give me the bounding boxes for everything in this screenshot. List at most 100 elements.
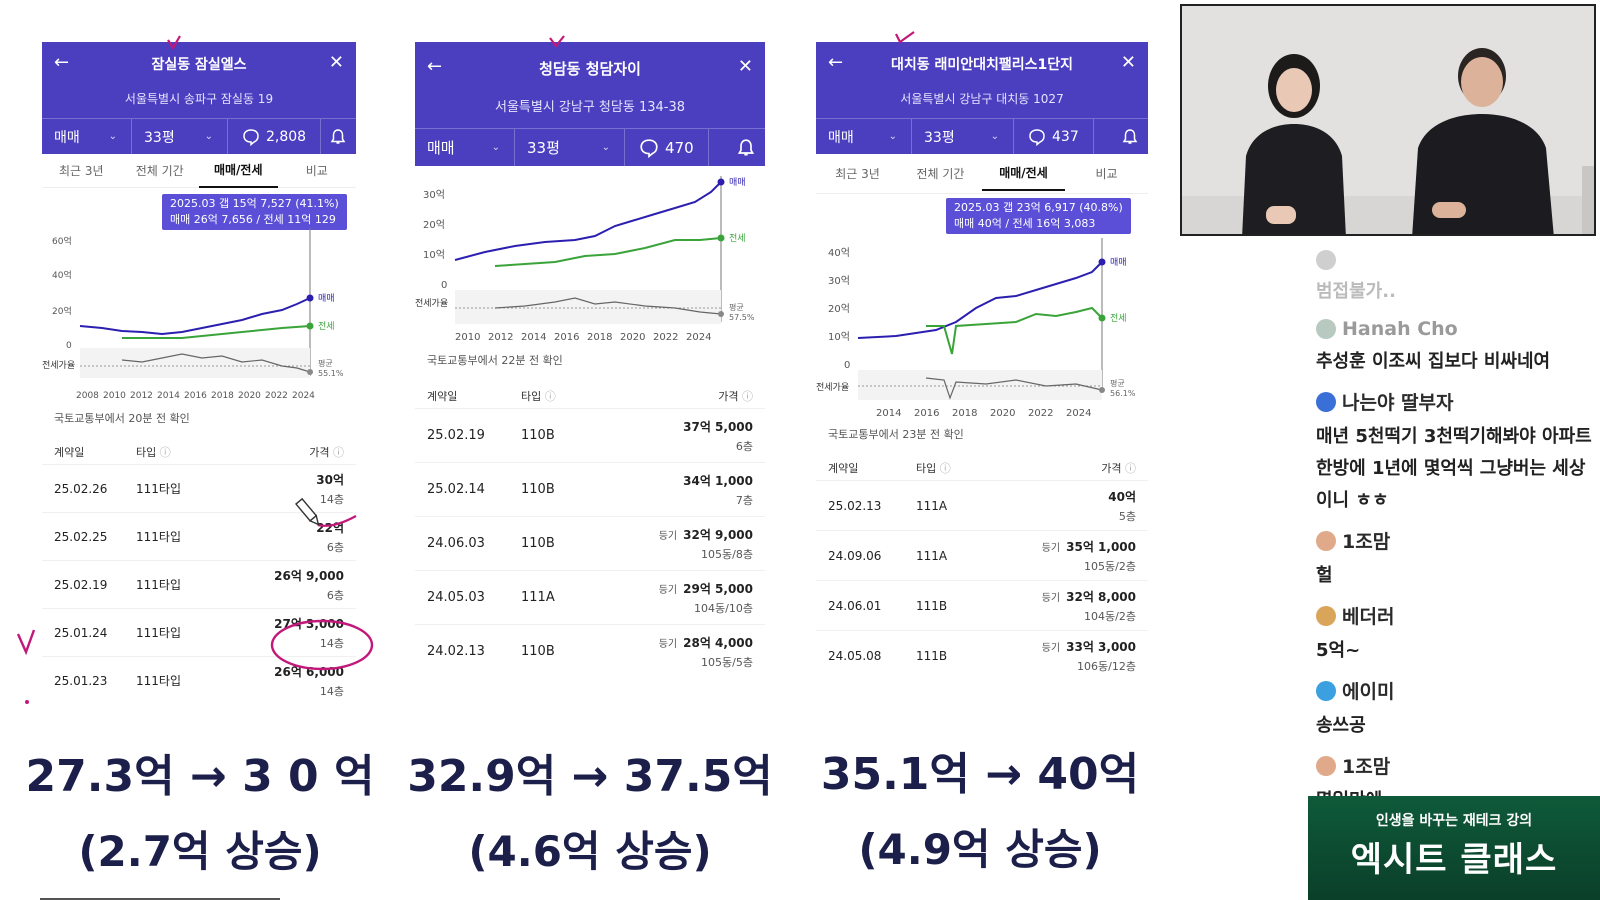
row-price-cell: 30억 14층 — [226, 471, 344, 507]
col-date: 계약일 — [427, 390, 458, 403]
back-arrow-icon[interactable]: ← — [54, 52, 70, 73]
row-price: 등기 32억 9,000 — [611, 526, 753, 543]
close-icon[interactable]: ✕ — [328, 52, 344, 73]
tab-all-period[interactable]: 전체 기간 — [135, 164, 184, 178]
comments-button[interactable]: 470 — [625, 129, 709, 166]
live-chat: 범접불가.. Hanah Cho 추성훈 이조씨 집보다 비싸네여 나는야 딸부… — [1316, 250, 1600, 817]
x-axis: 2010 2012 2014 2016 2018 2020 2022 2024 — [455, 332, 711, 343]
table-row[interactable]: 25.01.23 111타입 26억 6,000 14층 — [42, 656, 356, 704]
jeonse-series-label: 전세 — [1110, 313, 1127, 324]
banner-title: 엑시트 클래스 — [1350, 840, 1558, 880]
bell-icon[interactable] — [1122, 128, 1138, 146]
tab-compare[interactable]: 비교 — [305, 164, 328, 178]
bell-icon[interactable] — [737, 138, 755, 158]
row-floor: 105동/5층 — [701, 655, 753, 669]
chat-author-name: 나는야 딸부자 — [1342, 392, 1454, 414]
x-axis: 2008 2010 2012 2014 2016 2018 2020 2022 … — [76, 391, 315, 401]
back-arrow-icon[interactable]: ← — [828, 52, 844, 73]
avatar — [1316, 391, 1336, 412]
tab-all-period[interactable]: 전체 기간 — [916, 167, 965, 181]
help-icon[interactable]: ⓘ — [333, 446, 344, 459]
ratio-band — [455, 290, 721, 324]
row-type: 111B — [916, 648, 948, 663]
table-row[interactable]: 25.01.24 111타입 27억 3,000 14층 — [42, 608, 356, 656]
avg-label: 평균 — [318, 358, 333, 368]
panel-header: ← 청담동 청담자이 ✕ 서울특별시 강남구 청담동 134-38 매매 ⌄ 33… — [415, 42, 765, 166]
ratio-label: 전세가율 — [816, 382, 849, 393]
close-icon[interactable]: ✕ — [1120, 52, 1136, 73]
sale-series-label: 매매 — [1110, 257, 1127, 268]
help-icon[interactable]: ⓘ — [159, 446, 171, 459]
chat-author: Hanah Cho — [1316, 318, 1600, 340]
row-price: 등기 35억 1,000 — [1006, 538, 1136, 555]
row-floor: 104동/2층 — [1084, 609, 1136, 623]
row-date: 24.06.01 — [828, 598, 882, 613]
chevron-down-icon: ⌄ — [491, 142, 500, 153]
help-icon[interactable]: ⓘ — [939, 462, 951, 475]
row-price: 22억 — [316, 520, 344, 535]
x-tick: 2020 — [620, 332, 645, 343]
bell-icon[interactable] — [330, 128, 346, 146]
summary-rise-2: (4.6억 상승) — [468, 827, 712, 876]
ratio-series-line — [121, 353, 311, 373]
table-row[interactable]: 24.02.13 110B 등기 28억 4,000 105동/5층 — [415, 624, 765, 678]
table-row[interactable]: 25.02.26 111타입 30억 14층 — [42, 464, 356, 512]
tab-sale-jeonse[interactable]: 매매/전세 — [982, 156, 1065, 191]
row-date: 25.02.19 — [54, 577, 108, 592]
jeonse-series-line — [122, 325, 311, 339]
deal-type-value: 매매 — [427, 139, 455, 157]
row-type: 110B — [521, 482, 555, 497]
tab-recent-3y[interactable]: 최근 3년 — [58, 164, 104, 178]
deal-type-dropdown[interactable]: 매매 ⌄ — [816, 119, 912, 154]
filter-bar: 매매 ⌄ 33평 ⌄ 437 — [816, 118, 1148, 154]
table-row[interactable]: 25.02.13 111A 40억 5층 — [816, 480, 1148, 530]
x-tick: 2018 — [211, 391, 234, 401]
row-type: 110B — [521, 644, 555, 659]
sale-end-dot — [717, 178, 725, 186]
tab-recent-3y[interactable]: 최근 3년 — [835, 167, 880, 181]
jeonse-end-dot — [1098, 314, 1106, 322]
deal-type-dropdown[interactable]: 매매 ⌄ — [42, 119, 132, 154]
sale-series-label: 매매 — [318, 293, 335, 304]
avg-value: 55.1% — [318, 369, 344, 378]
help-icon[interactable]: ⓘ — [742, 390, 753, 403]
row-price-cell: 26억 9,000 6층 — [226, 567, 344, 603]
table-row[interactable]: 25.02.25 111타입 22억 6층 — [42, 512, 356, 560]
comments-button[interactable]: 2,808 — [228, 119, 322, 154]
row-date: 25.02.13 — [828, 498, 882, 513]
deal-type-dropdown[interactable]: 매매 ⌄ — [415, 129, 515, 166]
y-tick: 30억 — [828, 275, 850, 287]
table-row[interactable]: 24.05.03 111A 등기 29억 5,000 104동/10층 — [415, 570, 765, 624]
table-row[interactable]: 24.09.06 111A 등기 35억 1,000 105동/2층 — [816, 530, 1148, 580]
table-row[interactable]: 25.02.19 110B 37억 5,000 6층 — [415, 408, 765, 462]
size-dropdown[interactable]: 33평 ⌄ — [912, 119, 1014, 154]
tab-compare[interactable]: 비교 — [1095, 167, 1118, 181]
size-dropdown[interactable]: 33평 ⌄ — [515, 129, 625, 166]
table-row[interactable]: 24.05.08 111B 등기 33억 3,000 106동/12층 — [816, 630, 1148, 680]
price-chart-svg: 60억 40억 20억 0 매매 전세 전세가율 평균 55.1% 2008 2… — [42, 228, 344, 401]
table-row[interactable]: 25.02.19 111타입 26억 9,000 6층 — [42, 560, 356, 608]
back-arrow-icon[interactable]: ← — [427, 56, 443, 77]
x-tick: 2024 — [292, 391, 315, 401]
chat-author: 1조맘 — [1316, 752, 1600, 779]
comments-button[interactable]: 437 — [1014, 119, 1094, 154]
table-row[interactable]: 24.06.03 110B 등기 32억 9,000 105동/8층 — [415, 516, 765, 570]
avatar — [1316, 319, 1336, 339]
help-icon[interactable]: ⓘ — [544, 390, 556, 403]
help-icon[interactable]: ⓘ — [1125, 462, 1136, 475]
row-price-value: 33억 3,000 — [1066, 639, 1136, 654]
close-icon[interactable]: ✕ — [737, 56, 753, 77]
x-tick: 2014 — [876, 408, 901, 418]
filter-bar: 매매 ⌄ 33평 ⌄ 470 — [415, 128, 765, 166]
tab-sale-jeonse[interactable]: 매매/전세 — [199, 153, 278, 188]
table-row[interactable]: 24.06.01 111B 등기 32억 8,000 104동/2층 — [816, 580, 1148, 630]
table-row[interactable]: 25.02.14 110B 34억 1,000 7층 — [415, 462, 765, 516]
apartment-panel-cheongdam: ← 청담동 청담자이 ✕ 서울특별시 강남구 청담동 134-38 매매 ⌄ 33… — [415, 42, 765, 722]
ratio-label: 전세가율 — [415, 298, 448, 309]
row-floor: 14층 — [319, 684, 344, 698]
avg-value: 57.5% — [729, 313, 755, 322]
size-dropdown[interactable]: 33평 ⌄ — [132, 119, 228, 154]
row-date: 24.06.03 — [427, 536, 485, 551]
x-tick: 2014 — [521, 332, 546, 343]
x-tick: 2018 — [587, 332, 612, 343]
